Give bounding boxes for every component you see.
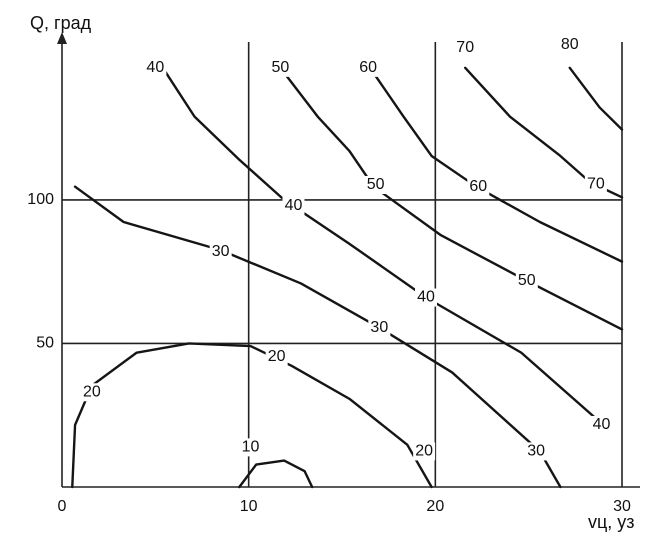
label-backdrop (558, 35, 581, 54)
contour-label: 40 (285, 197, 303, 214)
contour-label: 70 (587, 175, 605, 192)
label-backdrop (265, 347, 288, 366)
label-backdrop (413, 442, 436, 461)
x-tick-label: 10 (240, 498, 258, 515)
label-backdrop (364, 175, 387, 194)
label-backdrop (515, 271, 538, 290)
contour-line (279, 66, 624, 331)
contour-line (161, 66, 605, 427)
y-tick-label: 50 (36, 335, 54, 352)
x-axis-label: vц, уз (588, 512, 635, 532)
contour-line (73, 185, 562, 489)
contour-label: 50 (367, 176, 385, 193)
contour-label: 60 (469, 178, 487, 195)
label-backdrop (269, 58, 292, 77)
contour-label: 20 (268, 348, 286, 365)
contour-label: 20 (83, 383, 101, 400)
label-backdrop (467, 177, 490, 196)
label-backdrop (239, 438, 262, 457)
plot: 0 10 20 30 50 100 40 50 60 70 80 40 50 60 70 30 40 50 30 20… (27, 35, 631, 515)
contour-line (238, 459, 314, 489)
contour-label: 50 (272, 59, 290, 76)
label-backdrop (525, 442, 548, 461)
contour-label: 80 (561, 36, 579, 53)
label-backdrop (282, 196, 305, 215)
label-backdrop (209, 242, 232, 261)
contour-line (71, 342, 433, 489)
contour-label: 20 (415, 443, 433, 460)
contour-label: 70 (456, 39, 474, 56)
x-tick-label: 20 (426, 498, 444, 515)
contour-label: 40 (593, 416, 611, 433)
y-tick-label: 100 (27, 191, 54, 208)
contour-label: 50 (518, 272, 536, 289)
contour-label: 10 (242, 439, 260, 456)
contour-label: 60 (359, 59, 377, 76)
contour-label: 40 (146, 59, 164, 76)
y-axis-label: Q, град (30, 13, 92, 33)
contour-label: 30 (527, 443, 545, 460)
label-backdrop (357, 58, 380, 77)
label-backdrop (80, 383, 103, 402)
label-backdrop (584, 175, 607, 194)
contour-label: 30 (212, 243, 230, 260)
x-tick-label: 30 (613, 498, 631, 515)
label-backdrop (590, 415, 613, 434)
label-backdrop (415, 288, 437, 307)
label-backdrop (454, 38, 477, 57)
x-tick-label: 0 (58, 498, 67, 515)
y-axis-arrow (57, 32, 67, 44)
label-backdrop (368, 318, 391, 337)
contour-line (568, 66, 624, 131)
contour-line (368, 66, 624, 263)
contour-label: 30 (370, 319, 388, 336)
label-backdrop (144, 58, 167, 77)
contour-label: 40 (417, 289, 435, 306)
